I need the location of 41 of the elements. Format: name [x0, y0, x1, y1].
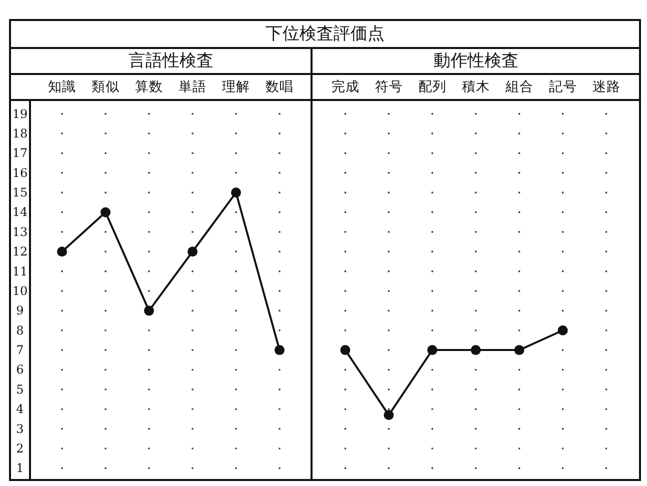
point	[100, 207, 111, 218]
point	[274, 345, 285, 356]
y-tick-label: 8	[16, 323, 24, 338]
point	[144, 306, 154, 316]
y-tick-label: 2	[16, 441, 24, 456]
y-tick-label: 14	[12, 205, 28, 220]
y-tick-label: 4	[16, 402, 24, 416]
point	[231, 188, 242, 198]
x-tick-label: 完成	[331, 79, 360, 95]
x-tick-label: 理解	[222, 79, 250, 95]
y-tick-label: 17	[12, 146, 28, 160]
x-tick-label: 単語	[178, 79, 207, 95]
y-tick-label: 1	[16, 461, 24, 476]
x-tick-label: 記号	[548, 79, 577, 95]
point	[57, 246, 68, 257]
y-tick-label: 19	[12, 106, 28, 121]
y-tick-label: 7	[16, 343, 24, 358]
y-tick-label: 16	[12, 166, 28, 180]
x-tick-label: 算数	[135, 79, 164, 95]
chart-subtitle: 言語性検査	[128, 51, 214, 71]
chart-subtitle: 動作性検査	[433, 51, 518, 71]
text: 下位検査評価点	[266, 24, 384, 44]
x-tick-label: 符号	[374, 79, 403, 95]
y-tick-label: 5	[16, 382, 24, 396]
point	[188, 246, 198, 257]
y-tick-label: 12	[12, 244, 28, 259]
x-tick-label: 積木	[462, 79, 490, 95]
y-tick-label: 13	[12, 224, 28, 239]
y-tick-label: 15	[12, 186, 28, 200]
y-tick-label: 18	[12, 126, 28, 140]
y-tick-label: 3	[16, 422, 24, 436]
x-tick-label: 迷路	[592, 79, 620, 95]
y-tick-label: 11	[12, 264, 28, 278]
x-tick-label: 数唱	[266, 79, 294, 95]
x-tick-label: 配列	[418, 79, 446, 95]
y-tick-label: 9	[16, 304, 24, 318]
x-tick-label: 知識	[48, 79, 76, 95]
x-tick-label: 類似	[92, 79, 120, 95]
y-tick-label: 6	[16, 362, 24, 377]
y-tick-label: 10	[12, 284, 28, 298]
x-tick-label: 組合	[504, 79, 534, 95]
